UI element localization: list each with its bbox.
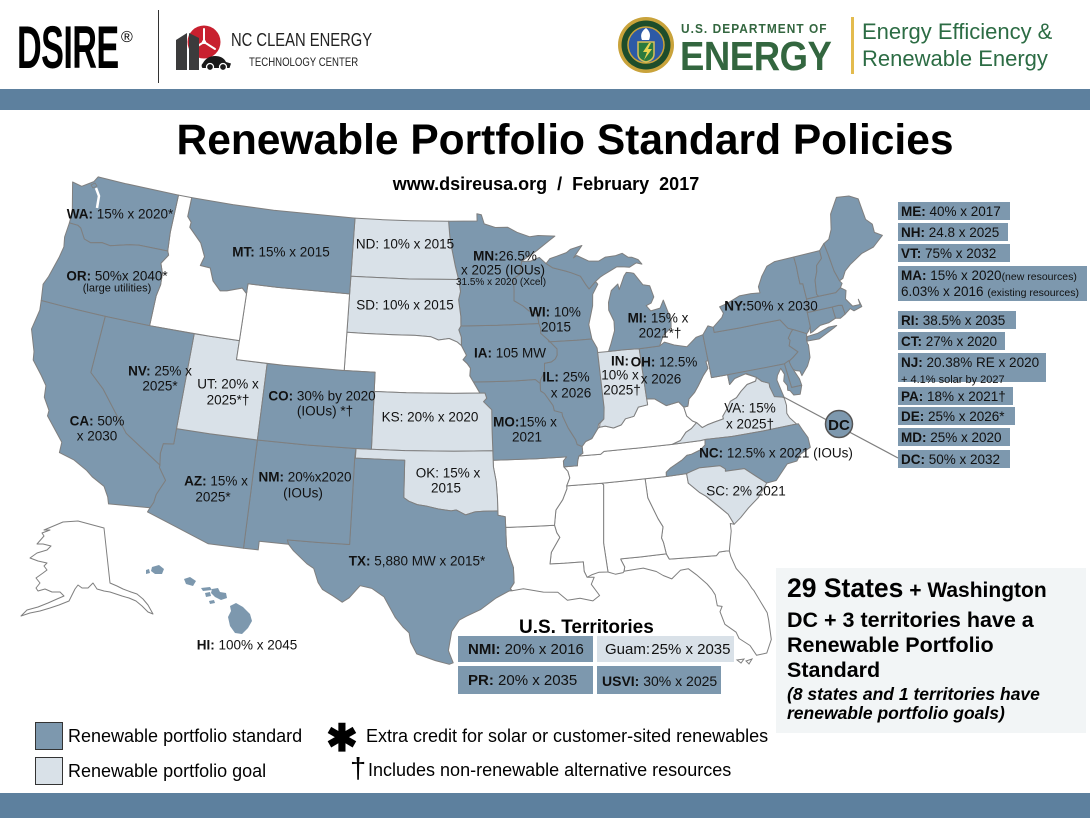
svg-text:DC: DC bbox=[828, 417, 850, 434]
